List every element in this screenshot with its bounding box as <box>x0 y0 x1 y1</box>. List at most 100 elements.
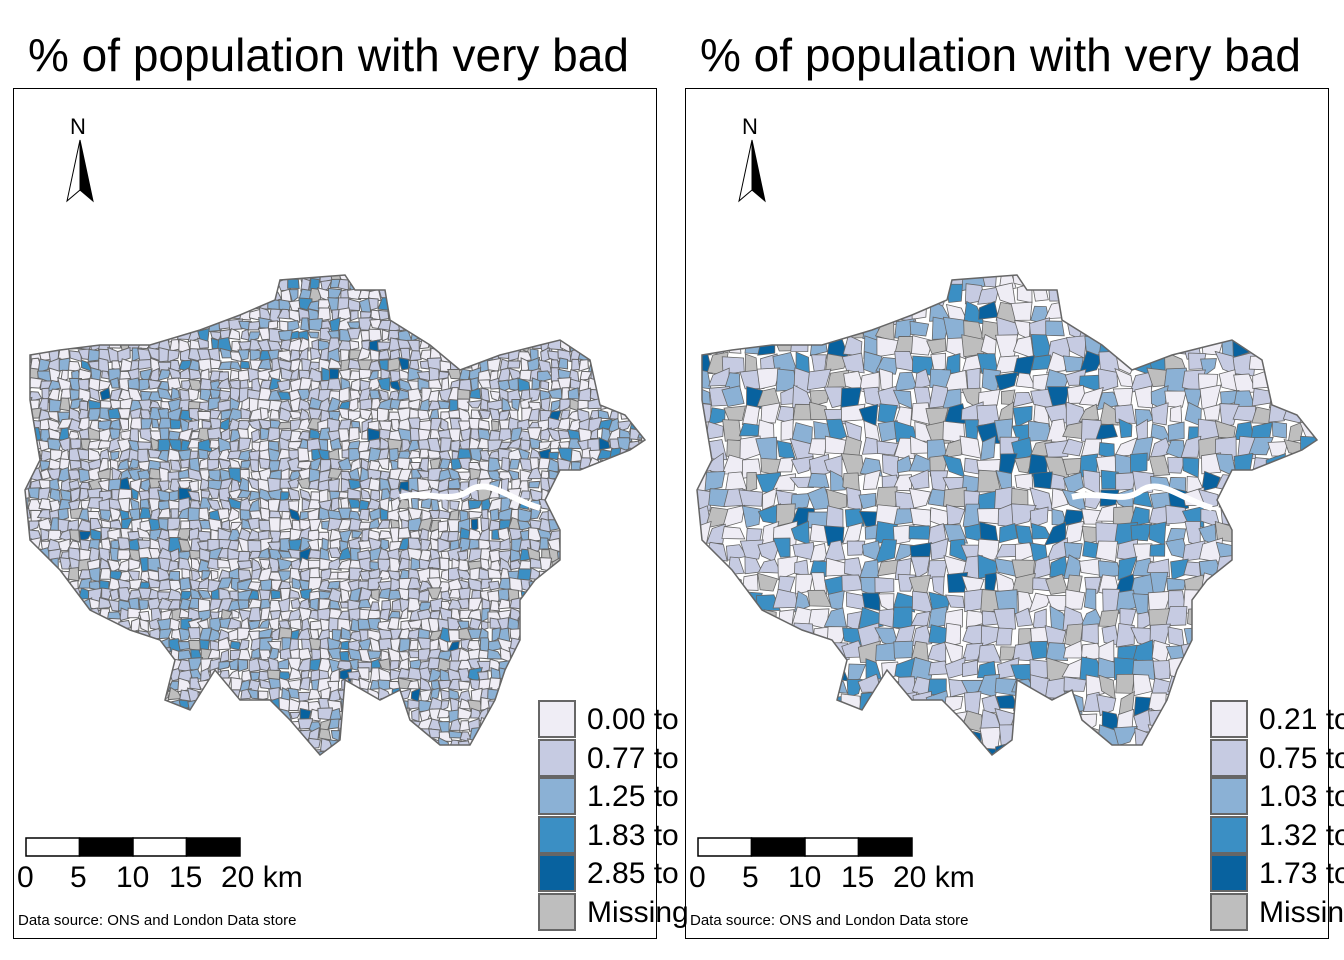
map-region <box>350 310 359 322</box>
map-region <box>127 738 142 751</box>
map-region <box>589 637 601 652</box>
map-region <box>637 457 645 472</box>
map-region <box>618 531 634 541</box>
map-region <box>528 408 540 421</box>
map-region <box>270 589 281 600</box>
map-region <box>556 688 573 701</box>
map-region <box>508 458 521 470</box>
map-region <box>738 422 764 437</box>
map-region <box>618 477 632 492</box>
map-region <box>610 338 622 354</box>
map-region <box>25 559 30 569</box>
map-region <box>1080 300 1100 325</box>
map-region <box>25 297 34 312</box>
map-region <box>1236 541 1256 559</box>
map-region <box>559 598 569 612</box>
map-region <box>1115 623 1135 648</box>
map-region <box>1321 658 1336 679</box>
map-region <box>116 437 131 453</box>
map-region <box>217 636 232 651</box>
map-region <box>379 608 391 622</box>
map-region <box>410 297 422 313</box>
map-region <box>893 640 914 659</box>
map-region <box>927 742 950 755</box>
map-region <box>49 717 63 732</box>
map-region <box>29 296 43 311</box>
map-region <box>896 741 913 755</box>
map-region <box>1083 588 1097 611</box>
map-region <box>457 398 470 411</box>
map-region <box>742 275 763 286</box>
map-region <box>130 617 141 633</box>
map-region <box>894 371 918 392</box>
map-region <box>789 476 814 489</box>
map-region <box>240 709 250 722</box>
map-region <box>247 589 260 600</box>
map-region <box>1253 316 1275 340</box>
map-region <box>156 668 171 682</box>
map-region <box>926 275 951 289</box>
map-region <box>160 275 171 282</box>
map-region <box>257 690 269 702</box>
map-region <box>57 648 72 663</box>
map-region <box>1269 656 1290 682</box>
map-region <box>409 530 421 539</box>
map-region <box>327 287 343 300</box>
map-region <box>25 567 32 582</box>
map-region <box>58 609 69 623</box>
map-region <box>287 678 301 691</box>
map-region <box>87 677 103 694</box>
map-region <box>120 679 133 691</box>
map-region <box>630 507 641 523</box>
map-region <box>909 320 930 337</box>
map-region <box>1316 419 1317 444</box>
scale-bar <box>697 837 913 857</box>
map-region <box>500 739 510 751</box>
map-region <box>637 387 645 402</box>
map-region <box>567 488 584 501</box>
map-region <box>548 648 563 661</box>
map-region <box>387 288 403 303</box>
map-region <box>1270 574 1285 598</box>
map-region <box>388 710 402 723</box>
map-region <box>964 419 979 441</box>
map-region <box>1199 674 1224 695</box>
map-region <box>1265 639 1290 663</box>
map-region <box>1167 626 1185 648</box>
map-region <box>508 280 522 292</box>
map-region <box>1048 726 1070 748</box>
map-region <box>640 487 645 502</box>
map-region <box>978 644 1002 663</box>
map-region <box>1182 275 1205 289</box>
map-region <box>398 740 412 753</box>
map-region <box>627 527 643 541</box>
map-region <box>227 738 242 750</box>
map-region <box>28 729 41 742</box>
map-region <box>1011 503 1037 527</box>
legend-swatch <box>1210 738 1248 777</box>
map-region <box>258 618 271 629</box>
map-region <box>376 748 393 755</box>
map-region <box>607 476 622 491</box>
map-region <box>550 280 562 293</box>
map-region <box>637 577 645 593</box>
map-region <box>25 660 33 673</box>
map-region <box>428 667 443 683</box>
map-region <box>697 301 711 322</box>
map-region <box>537 319 552 331</box>
map-region <box>168 489 179 503</box>
map-region <box>47 338 62 351</box>
map-region <box>27 327 42 342</box>
map-region <box>368 477 381 492</box>
map-region <box>874 577 895 594</box>
map-region <box>876 708 899 730</box>
map-region <box>420 538 432 553</box>
map-region <box>437 650 453 661</box>
map-region <box>538 666 551 684</box>
map-region <box>488 580 501 591</box>
map-region <box>629 278 643 293</box>
map-region <box>842 522 863 545</box>
map-region <box>57 598 72 612</box>
map-region <box>478 275 489 280</box>
map-region <box>227 539 240 551</box>
